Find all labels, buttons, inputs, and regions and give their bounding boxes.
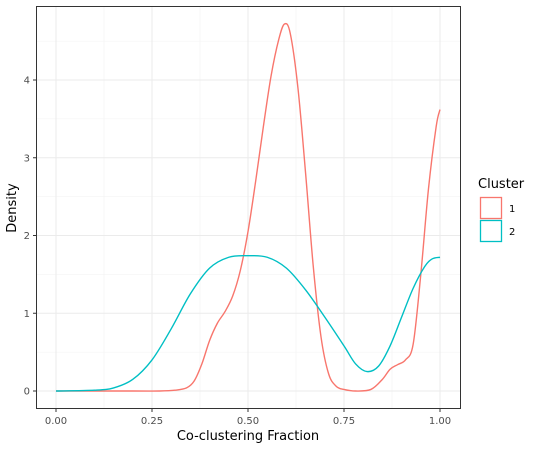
x-tick-label: 0.25 — [141, 416, 163, 427]
x-tick-label: 0.75 — [333, 416, 355, 427]
x-tick-label: 0.00 — [45, 416, 67, 427]
legend-label-cluster-1: 1 — [509, 204, 515, 215]
legend-key-cluster-2 — [479, 219, 503, 243]
legend-title: Cluster — [478, 177, 525, 192]
legend-key-cluster-1 — [479, 196, 503, 220]
y-axis-title: Density — [5, 183, 20, 233]
y-tick-label: 3 — [24, 153, 30, 164]
series-line-cluster-2 — [55, 254, 441, 392]
y-tick-label: 0 — [24, 387, 30, 398]
grid — [37, 7, 460, 408]
y-tick-label: 2 — [24, 231, 30, 242]
x-tick-label: 1.00 — [429, 416, 451, 427]
legend-entries: 12 — [479, 196, 515, 243]
x-tick-label: 0.50 — [237, 416, 259, 427]
x-axis-title: Co-clustering Fraction — [177, 429, 319, 444]
legend: Cluster 12 — [478, 177, 525, 243]
series-lines — [55, 22, 441, 392]
axes: 0.00 0.25 0.50 0.75 1.00 0 1 2 3 4 — [24, 76, 452, 428]
series-line-cluster-1 — [56, 22, 441, 392]
y-tick-label: 4 — [24, 76, 30, 87]
legend-label-cluster-2: 2 — [509, 227, 515, 238]
y-tick-label: 1 — [24, 309, 30, 320]
